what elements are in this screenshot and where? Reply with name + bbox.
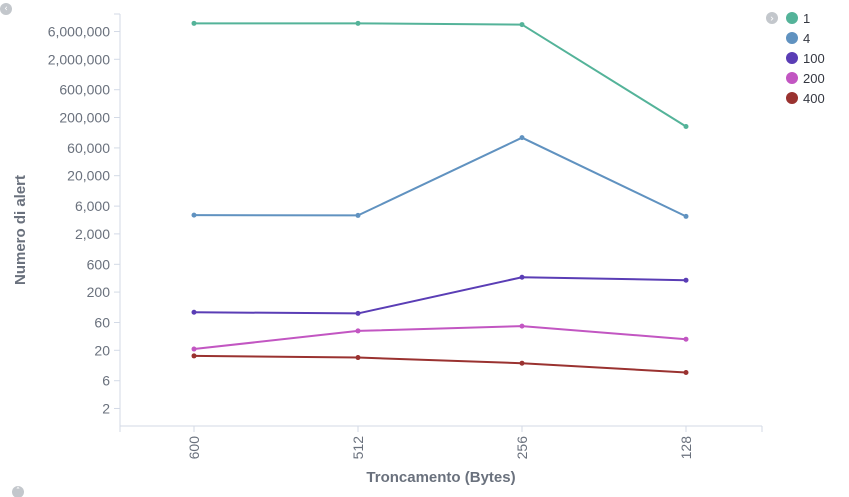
series-line-400[interactable] xyxy=(193,354,687,374)
legend-label[interactable]: 100 xyxy=(803,51,825,66)
data-point-1[interactable] xyxy=(355,20,361,26)
y-tick-label: 6,000,000 xyxy=(48,24,110,40)
chevron-right-glyph: › xyxy=(770,14,774,25)
x-tick-label: 256 xyxy=(514,436,530,460)
data-point-1[interactable] xyxy=(519,22,525,28)
series-line-1[interactable] xyxy=(194,22,687,128)
data-point-4[interactable] xyxy=(519,135,525,141)
legend-swatch[interactable] xyxy=(786,72,798,84)
data-point-200[interactable] xyxy=(191,346,197,352)
data-point-200[interactable] xyxy=(355,328,361,334)
y-tick-label: 2,000 xyxy=(75,226,110,242)
x-tick-label: 512 xyxy=(350,436,366,460)
legend-label[interactable]: 4 xyxy=(803,31,810,46)
series-line-100[interactable] xyxy=(193,276,687,315)
data-point-4[interactable] xyxy=(355,212,361,218)
y-tick-label: 200 xyxy=(87,284,111,300)
data-point-100[interactable] xyxy=(519,274,525,280)
y-tick-label: 60,000 xyxy=(67,140,110,156)
legend-swatch[interactable] xyxy=(786,92,798,104)
data-point-400[interactable] xyxy=(355,355,361,361)
data-point-400[interactable] xyxy=(519,360,525,366)
y-tick-label: 600 xyxy=(87,256,111,272)
data-point-1[interactable] xyxy=(191,20,197,26)
data-point-4[interactable] xyxy=(683,213,689,219)
chevron-up-icon[interactable]: ˄ xyxy=(12,486,24,497)
data-point-200[interactable] xyxy=(519,323,525,329)
data-point-100[interactable] xyxy=(355,310,361,316)
y-tick-label: 6,000 xyxy=(75,198,110,214)
x-tick-label: 128 xyxy=(678,436,694,460)
x-tick-label: 600 xyxy=(186,436,202,460)
legend-swatch[interactable] xyxy=(786,12,798,24)
data-point-400[interactable] xyxy=(683,370,689,376)
y-tick-label: 60 xyxy=(94,315,110,331)
series-line-4[interactable] xyxy=(193,136,687,218)
data-point-400[interactable] xyxy=(191,353,197,359)
legend-swatch[interactable] xyxy=(786,32,798,44)
legend-label[interactable]: 200 xyxy=(803,71,825,86)
data-point-100[interactable] xyxy=(191,309,197,315)
y-tick-label: 600,000 xyxy=(59,82,110,98)
series-line-200[interactable] xyxy=(193,325,687,351)
y-tick-label: 20,000 xyxy=(67,168,110,184)
x-axis-title: Troncamento (Bytes) xyxy=(366,469,515,486)
legend-label[interactable]: 400 xyxy=(803,91,825,106)
data-point-1[interactable] xyxy=(683,124,689,130)
data-point-200[interactable] xyxy=(683,336,689,342)
y-tick-label: 6 xyxy=(102,373,110,389)
chevron-right-icon[interactable] xyxy=(766,12,778,24)
legend-swatch[interactable] xyxy=(786,52,798,64)
y-axis-title: Numero di alert xyxy=(12,175,29,285)
y-tick-label: 20 xyxy=(94,342,110,358)
chevron-left-icon[interactable]: ‹ xyxy=(0,3,12,15)
y-tick-label: 200,000 xyxy=(59,109,110,125)
y-tick-label: 2 xyxy=(102,400,110,416)
data-point-100[interactable] xyxy=(683,277,689,283)
data-point-4[interactable] xyxy=(191,212,197,218)
y-tick-label: 2,000,000 xyxy=(48,51,110,67)
legend-label[interactable]: 1 xyxy=(803,11,810,26)
